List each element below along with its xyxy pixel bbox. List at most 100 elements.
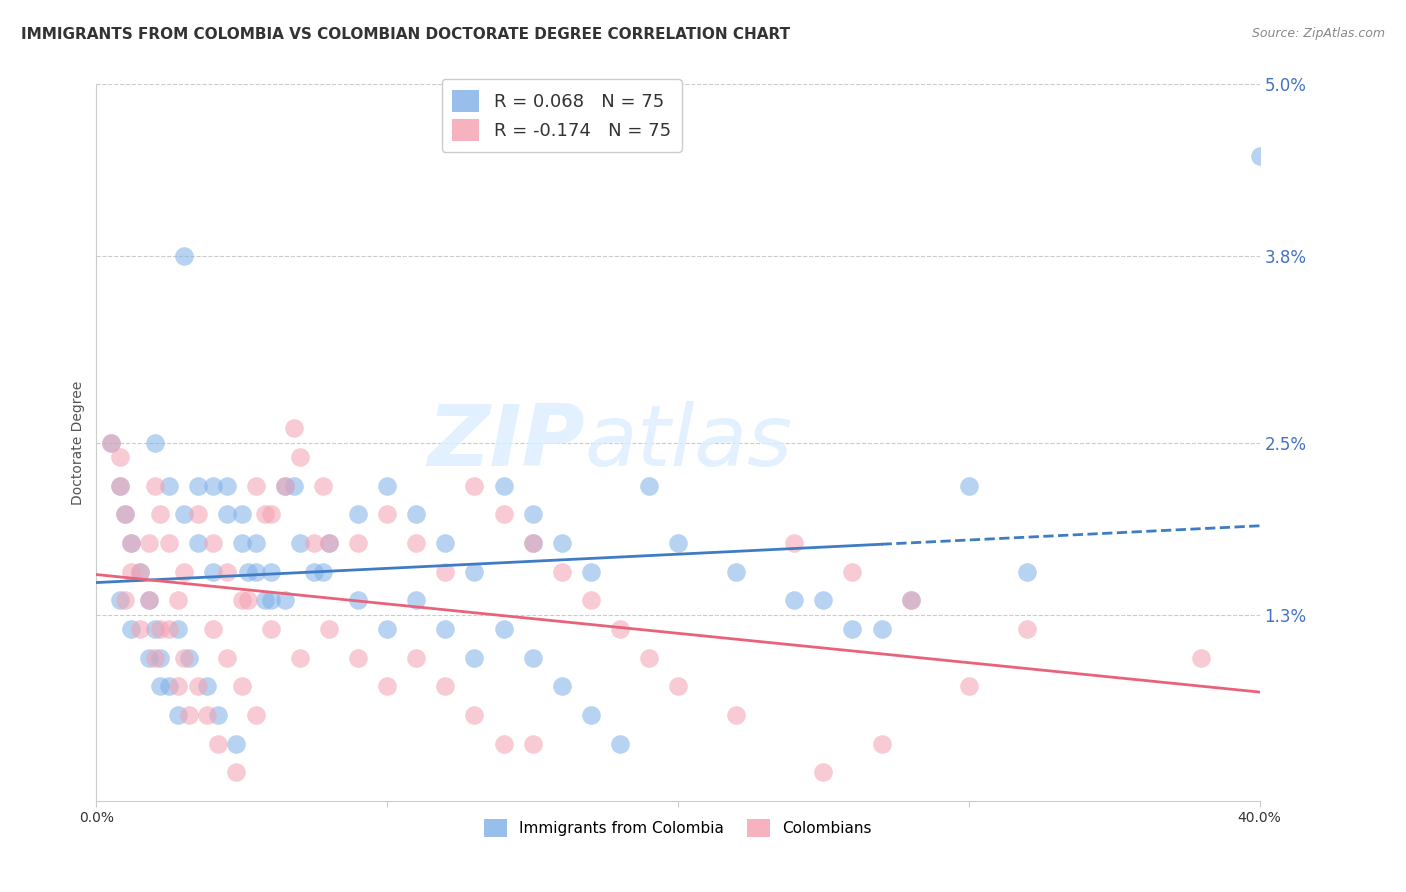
- Point: [143, 435, 166, 450]
- Point: [231, 679, 253, 693]
- Point: [638, 650, 661, 665]
- Point: [143, 478, 166, 492]
- Point: [1191, 650, 1213, 665]
- Point: [900, 593, 922, 607]
- Point: [274, 478, 297, 492]
- Point: [405, 536, 427, 550]
- Point: [114, 508, 136, 522]
- Point: [201, 622, 224, 636]
- Point: [245, 565, 267, 579]
- Point: [179, 707, 201, 722]
- Point: [225, 737, 247, 751]
- Point: [283, 478, 305, 492]
- Point: [463, 565, 485, 579]
- Point: [120, 536, 142, 550]
- Point: [173, 565, 195, 579]
- Point: [841, 565, 863, 579]
- Point: [463, 650, 485, 665]
- Point: [207, 707, 229, 722]
- Point: [100, 435, 122, 450]
- Point: [725, 707, 748, 722]
- Point: [120, 565, 142, 579]
- Point: [236, 593, 259, 607]
- Point: [312, 565, 335, 579]
- Point: [900, 593, 922, 607]
- Point: [157, 622, 180, 636]
- Point: [166, 622, 188, 636]
- Point: [522, 650, 544, 665]
- Point: [813, 765, 835, 780]
- Point: [260, 593, 283, 607]
- Point: [260, 565, 283, 579]
- Point: [187, 679, 209, 693]
- Legend: Immigrants from Colombia, Colombians: Immigrants from Colombia, Colombians: [478, 813, 877, 844]
- Point: [149, 679, 172, 693]
- Text: atlas: atlas: [585, 401, 793, 484]
- Point: [783, 593, 806, 607]
- Point: [217, 508, 239, 522]
- Point: [201, 565, 224, 579]
- Point: [405, 593, 427, 607]
- Point: [434, 536, 457, 550]
- Point: [138, 593, 160, 607]
- Point: [522, 508, 544, 522]
- Point: [609, 622, 631, 636]
- Point: [108, 593, 131, 607]
- Point: [434, 565, 457, 579]
- Point: [166, 593, 188, 607]
- Text: IMMIGRANTS FROM COLOMBIA VS COLOMBIAN DOCTORATE DEGREE CORRELATION CHART: IMMIGRANTS FROM COLOMBIA VS COLOMBIAN DO…: [21, 27, 790, 42]
- Point: [157, 536, 180, 550]
- Point: [108, 478, 131, 492]
- Point: [666, 679, 689, 693]
- Point: [100, 435, 122, 450]
- Point: [318, 536, 340, 550]
- Point: [114, 593, 136, 607]
- Point: [550, 565, 572, 579]
- Point: [129, 622, 152, 636]
- Point: [157, 478, 180, 492]
- Text: Source: ZipAtlas.com: Source: ZipAtlas.com: [1251, 27, 1385, 40]
- Point: [149, 508, 172, 522]
- Point: [813, 593, 835, 607]
- Point: [347, 650, 370, 665]
- Point: [375, 478, 398, 492]
- Point: [579, 707, 602, 722]
- Point: [187, 508, 209, 522]
- Point: [231, 536, 253, 550]
- Point: [166, 679, 188, 693]
- Point: [312, 478, 335, 492]
- Y-axis label: Doctorate Degree: Doctorate Degree: [72, 381, 86, 505]
- Point: [217, 478, 239, 492]
- Point: [725, 565, 748, 579]
- Point: [129, 565, 152, 579]
- Point: [957, 478, 980, 492]
- Point: [120, 536, 142, 550]
- Point: [217, 650, 239, 665]
- Point: [463, 478, 485, 492]
- Point: [236, 565, 259, 579]
- Point: [318, 622, 340, 636]
- Point: [522, 737, 544, 751]
- Point: [187, 536, 209, 550]
- Point: [245, 536, 267, 550]
- Point: [579, 593, 602, 607]
- Point: [195, 679, 218, 693]
- Point: [138, 536, 160, 550]
- Point: [138, 593, 160, 607]
- Point: [347, 508, 370, 522]
- Point: [347, 593, 370, 607]
- Point: [463, 707, 485, 722]
- Point: [201, 536, 224, 550]
- Point: [231, 593, 253, 607]
- Point: [260, 508, 283, 522]
- Point: [492, 508, 515, 522]
- Text: ZIP: ZIP: [427, 401, 585, 484]
- Point: [288, 650, 311, 665]
- Point: [187, 478, 209, 492]
- Point: [288, 450, 311, 464]
- Point: [166, 707, 188, 722]
- Point: [173, 650, 195, 665]
- Point: [217, 565, 239, 579]
- Point: [375, 679, 398, 693]
- Point: [143, 622, 166, 636]
